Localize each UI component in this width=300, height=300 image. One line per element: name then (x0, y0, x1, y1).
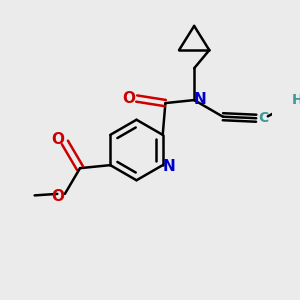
Text: N: N (194, 92, 206, 107)
Text: O: O (51, 132, 64, 147)
Text: N: N (163, 159, 176, 174)
Text: O: O (51, 189, 64, 204)
Text: O: O (122, 91, 135, 106)
Text: H: H (292, 93, 300, 107)
Text: C: C (259, 111, 269, 125)
